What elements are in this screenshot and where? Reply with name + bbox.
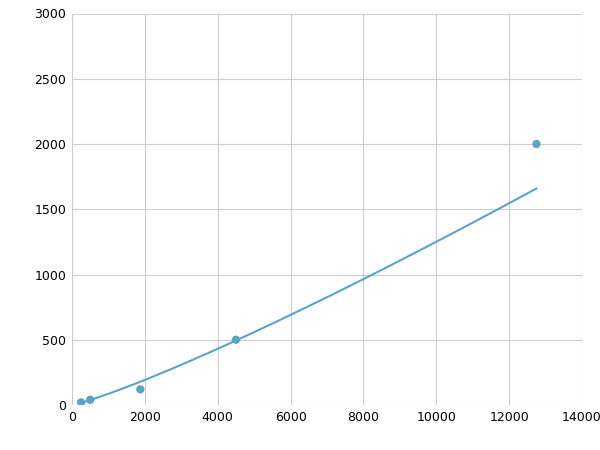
Point xyxy=(76,399,86,406)
Point xyxy=(532,140,541,148)
Point xyxy=(136,386,145,393)
Point xyxy=(85,396,95,403)
Point xyxy=(231,336,241,343)
